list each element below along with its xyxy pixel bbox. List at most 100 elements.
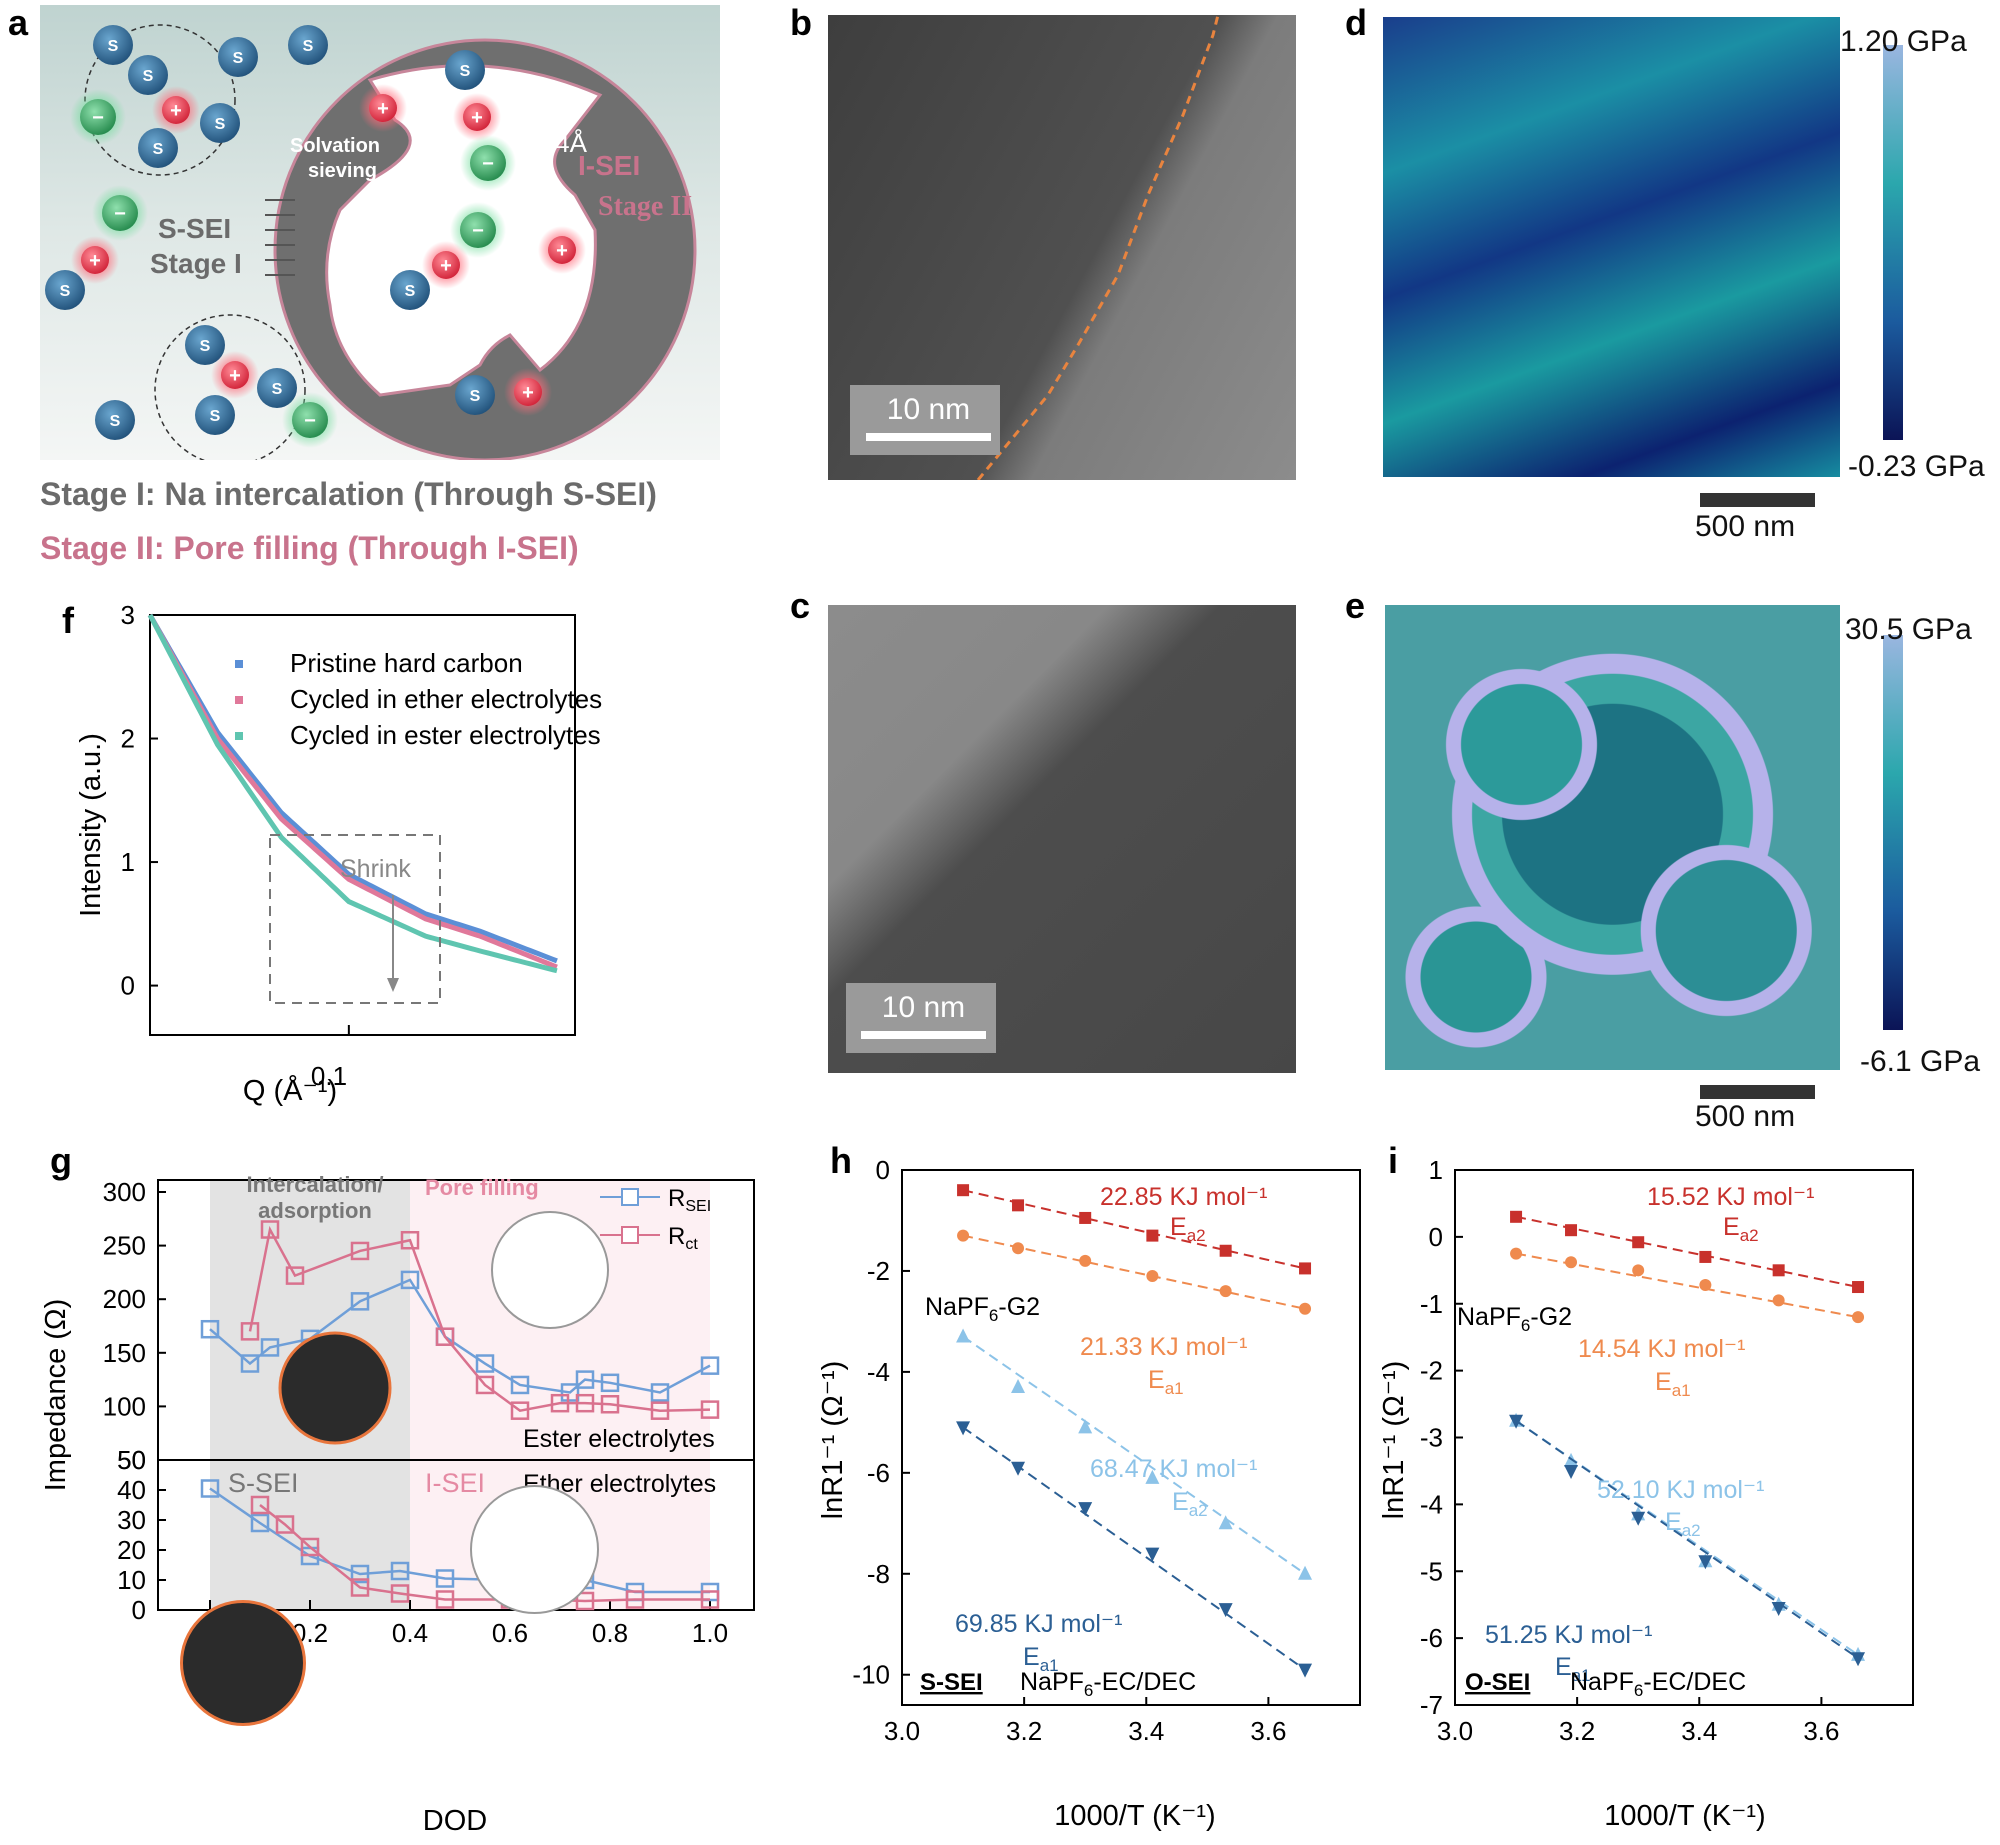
panel-label-i: i [1388, 1140, 1399, 1181]
chart-g-point [575, 1591, 595, 1611]
chart-h-xlabel: 1000/T (K⁻¹) [1054, 1800, 1215, 1832]
chart-g-point [240, 1354, 260, 1373]
i-point-triangle-down [1631, 1511, 1646, 1526]
chart-f-ytick-label: 1 [121, 847, 135, 877]
chart-f-series-line [147, 613, 558, 974]
chart-g-point [560, 1383, 580, 1402]
i-ytick-label: -5 [1420, 1556, 1443, 1586]
h-ea-darkblue: 69.85 KJ mol⁻¹ [955, 1610, 1122, 1638]
colorbar-d [1883, 45, 1903, 440]
chart-h: 0-2-4-6-8-103.0 3.2 3.4 3.6 22.85 KJ mol⁻¹ … [817, 1155, 1361, 1832]
chart-f-series-line [147, 613, 558, 964]
chart-i: 1 0 -1 -2 -3 -4 -5 -6 -73.0 3.2 3.4 3.6 15.52 KJ mo… [1378, 1155, 1914, 1832]
i-ea-orange-symbol: Ea1 [1655, 1368, 1691, 1400]
h-point-circle [1012, 1242, 1025, 1255]
h-point-circle [1146, 1269, 1159, 1282]
chart-g-point [435, 1569, 455, 1588]
h-point-square [1012, 1199, 1025, 1212]
scale-bar-label: 10 nm [881, 991, 966, 1024]
chart-g-frame [157, 1179, 755, 1611]
chart-g-point [575, 1393, 595, 1413]
h-ytick-label: -8 [867, 1559, 890, 1589]
svg-text:S: S [60, 283, 71, 300]
chart-g-point [350, 1564, 370, 1584]
i-point-square [1510, 1210, 1523, 1223]
h-point-circle [1219, 1285, 1232, 1298]
i-point-square [1565, 1224, 1578, 1237]
i-ea-red-symbol: Ea2 [1723, 1213, 1759, 1245]
panel-label-d: d [1345, 2, 1367, 43]
h-point-triangle [1145, 1469, 1160, 1484]
svg-text:−: − [472, 220, 484, 242]
colorbar-e-min: -6.1 GPa [1860, 1045, 1981, 1078]
chart-f-legend-label: Cycled in ester electrolytes [290, 720, 601, 750]
chart-g-point [510, 1375, 530, 1395]
h-ea-orange: 21.33 KJ mol⁻¹ [1080, 1333, 1247, 1361]
h-point-triangle [1298, 1565, 1313, 1580]
chart-h-ylabel: lnR1⁻¹ (Ω⁻¹) [817, 1361, 849, 1520]
panel-label-a: a [8, 2, 29, 43]
h-point-square [1299, 1262, 1312, 1275]
caption-stage-i: Stage I: Na intercalation (Through S-SEI… [40, 476, 657, 512]
h-ea-lightblue: 68.47 KJ mol⁻¹ [1090, 1455, 1257, 1483]
chart-g-point [600, 1395, 620, 1414]
chart-f-frame [149, 614, 576, 1036]
solvent-molecules [45, 25, 495, 440]
svg-text:Solvation: Solvation [290, 135, 380, 157]
chart-g-ytick-label: 30 [117, 1505, 146, 1535]
h-point-circle [957, 1229, 970, 1242]
colorbar-e-max: 30.5 GPa [1845, 613, 1972, 646]
i-ea-lightblue-symbol: Ea2 [1665, 1508, 1701, 1540]
chart-i-series [1509, 1210, 1866, 1667]
chart-g-point [600, 1373, 620, 1393]
chart-g-point [700, 1590, 720, 1609]
chart-i-xlabel: 1000/T (K⁻¹) [1604, 1800, 1765, 1832]
chart-g-xtick-label: 0.4 [392, 1618, 428, 1648]
h-ytick-label: 0 [876, 1155, 890, 1185]
panel-a-schematic: S S S S S S S S S S S S S S + + + + + + + + − − − − − Solvatio… [40, 5, 720, 466]
chart-f-legend-marker [235, 696, 243, 704]
panel-label-h: h [830, 1140, 852, 1181]
pore-inset-bottom [470, 1485, 599, 1614]
chart-g-point [350, 1292, 370, 1311]
svg-text:I-SEI: I-SEI [578, 150, 640, 181]
scale-bar-label: 10 nm [886, 393, 971, 426]
svg-text:S: S [405, 283, 416, 300]
svg-text:S: S [210, 408, 221, 425]
h-point-square [957, 1184, 970, 1197]
h-ytick-label: -2 [867, 1256, 890, 1286]
svg-text:S: S [200, 338, 211, 355]
i-point-circle [1632, 1264, 1645, 1277]
i-point-triangle-down [1509, 1414, 1524, 1429]
chart-g-ytick-label: 20 [117, 1535, 146, 1565]
chart-g-point [350, 1578, 370, 1597]
svg-text:+: + [556, 240, 568, 262]
chart-f-ytick-label: 0 [121, 971, 135, 1001]
chart-g-point [200, 1479, 220, 1498]
h-xtick-label: 3.4 [1128, 1716, 1164, 1746]
chart-f-xlabel: Q (Å⁻¹) [243, 1074, 337, 1107]
h-label-ecdec: NaPF6-EC/DEC [1020, 1668, 1196, 1700]
scale-bar-e [1700, 1085, 1815, 1099]
i-tag: O-SEI [1465, 1669, 1530, 1696]
chart-g-point [390, 1584, 410, 1603]
i-ytick-label: -6 [1420, 1623, 1443, 1653]
chart-g-ytick-label: 40 [117, 1475, 146, 1505]
i-point-square [1772, 1264, 1785, 1277]
i-point-circle [1772, 1294, 1785, 1307]
chart-f-legend: Pristine hard carbon Cycled in ether elec… [235, 648, 602, 750]
chart-g-point [650, 1401, 670, 1420]
shrink-label: Shrink [340, 855, 411, 883]
svg-text:−: − [92, 107, 104, 129]
chart-f-ticks: 0 1 2 3 [121, 600, 350, 1035]
i-ea-red: 15.52 KJ mol⁻¹ [1647, 1183, 1814, 1211]
svg-text:~4Å: ~4Å [540, 128, 588, 158]
h-xtick-label: 3.6 [1250, 1716, 1286, 1746]
i-label-g2: NaPF6-G2 [1457, 1303, 1572, 1335]
colorbar-e [1883, 635, 1903, 1030]
particle-inset-top [278, 1331, 392, 1445]
chart-g-point [435, 1327, 455, 1346]
svg-text:+: + [170, 100, 182, 122]
h-ytick-label: -6 [867, 1458, 890, 1488]
h-point-square [1219, 1244, 1232, 1257]
